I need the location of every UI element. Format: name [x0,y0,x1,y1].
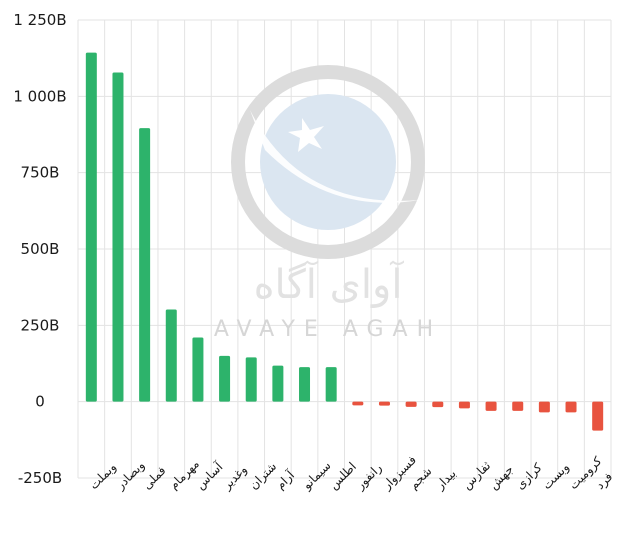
bar-12[interactable] [378,401,390,406]
y-tick-label: 1 250B [13,11,66,29]
x-tick-label: کرازی [513,460,546,493]
watermark-globe-icon [260,94,396,230]
y-tick-label: -250B [18,469,62,487]
bar-20[interactable] [592,401,604,431]
bar-13[interactable] [405,401,417,407]
x-tick-label: فرد [593,470,616,493]
watermark-ring-icon [231,65,425,259]
y-tick-label: 0 [35,393,45,411]
x-tick-label: بیدار [432,466,459,493]
bar-17[interactable] [512,401,524,411]
watermark-logo: آوای آگاه AVAYE AGAH [214,65,442,342]
bar-19[interactable] [565,401,577,413]
watermark-star-icon [288,118,324,152]
bar-8[interactable] [272,365,284,402]
y-tick-label: 750B [21,164,60,182]
x-tick-label: رانفور [352,460,385,493]
y-axis-ticks: -250B 0 250B 500B 750B 1 000B 1 250B [13,11,66,487]
x-tick-label: وبصادر [112,458,148,494]
bar-4[interactable] [165,309,177,402]
bar-14[interactable] [432,401,444,408]
bars [85,52,604,431]
x-tick-label: شتران [246,459,280,493]
bar-15[interactable] [458,401,470,409]
x-tick-label: ثفارس [460,459,494,493]
x-tick-label: اطلس [326,459,359,492]
bar-3[interactable] [139,128,151,402]
x-tick-label: سیمانو [299,458,334,493]
x-tick-label: وبملت [87,460,120,493]
watermark-name-en: AVAYE AGAH [214,317,442,342]
bar-2[interactable] [112,72,124,402]
x-tick-label: وبست [540,460,573,493]
y-tick-label: 1 000B [13,87,66,105]
y-tick-label: 250B [21,316,60,334]
bar-11[interactable] [352,401,364,406]
bar-1[interactable] [85,52,97,402]
bar-18[interactable] [538,401,550,413]
bar-6[interactable] [219,355,231,402]
bar-10[interactable] [325,367,337,402]
bar-7[interactable] [245,357,257,402]
bar-5[interactable] [192,337,204,402]
bar-16[interactable] [485,401,497,411]
y-tick-label: 500B [21,240,60,258]
bar-9[interactable] [299,367,311,402]
watermark-name-fa: آوای آگاه [254,260,405,308]
